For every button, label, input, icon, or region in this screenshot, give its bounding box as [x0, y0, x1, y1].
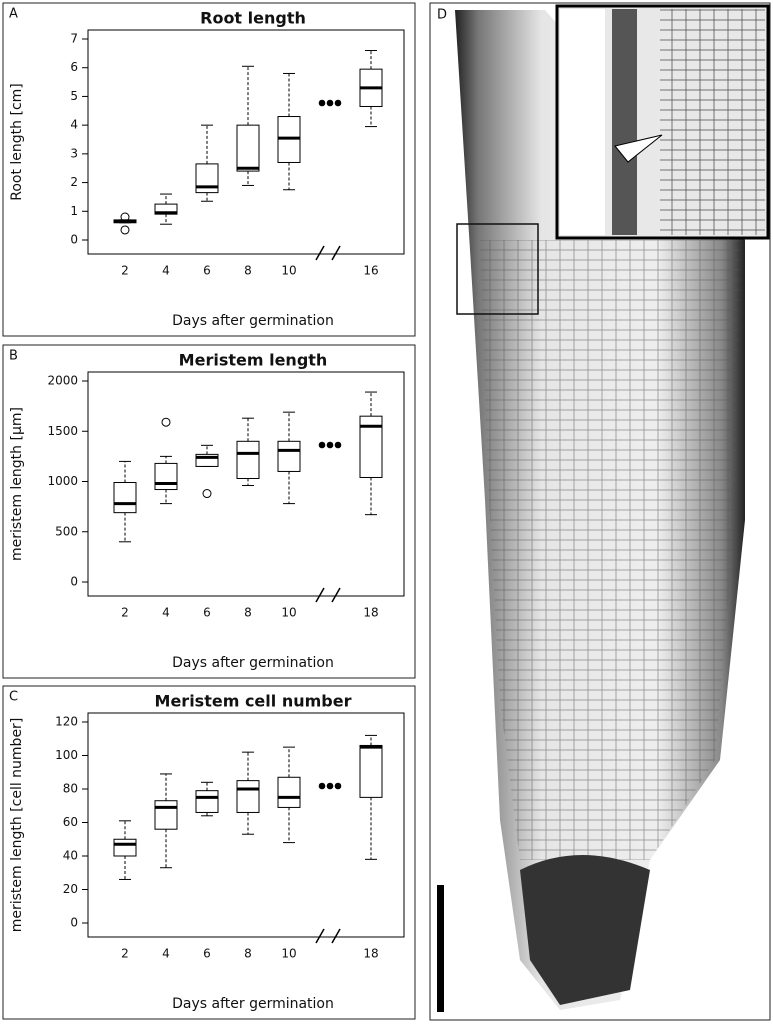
y-tick-label: 1000	[47, 474, 78, 488]
plot-frame	[87, 29, 405, 255]
box	[236, 124, 260, 172]
x-tick-label: 16	[363, 264, 378, 278]
box	[154, 462, 178, 491]
ellipsis-dot	[326, 782, 334, 790]
y-tick-label: 1	[70, 204, 78, 218]
inset-region	[612, 9, 637, 235]
plot-frame	[87, 712, 405, 938]
y-tick-label: 40	[63, 849, 78, 863]
y-axis-title: Root length [cm]	[9, 83, 25, 201]
panel-label: A	[9, 7, 18, 22]
y-tick-label: 120	[55, 715, 78, 729]
y-axis-title: meristem length [cell number]	[9, 718, 25, 933]
y-tick-label: 500	[55, 524, 78, 538]
x-tick-label: 18	[363, 947, 378, 961]
box	[236, 780, 260, 813]
x-tick-label: 6	[203, 264, 211, 278]
ellipsis-dot	[318, 441, 326, 449]
y-tick-label: 0	[70, 233, 78, 247]
inset-region	[560, 9, 605, 235]
x-tick-label: 10	[281, 947, 296, 961]
x-tick-label: 4	[162, 264, 170, 278]
axis-break	[315, 245, 325, 261]
panel-label: D	[437, 8, 447, 23]
box	[277, 776, 301, 808]
x-axis-title: Days after germination	[172, 996, 334, 1012]
y-tick-label: 7	[70, 32, 78, 46]
root-cells	[480, 240, 740, 860]
scale-bar	[437, 885, 444, 1012]
x-tick-label: 6	[203, 947, 211, 961]
axis-break	[331, 928, 341, 944]
chart-title: Root length	[200, 9, 306, 28]
y-tick-label: 80	[63, 782, 78, 796]
axis-break	[331, 245, 341, 261]
y-axis-title: meristem length [µm]	[9, 407, 25, 561]
panel-frame	[2, 685, 416, 1020]
axis-break	[315, 928, 325, 944]
y-tick-label: 4	[70, 118, 78, 132]
plot-frame	[87, 371, 405, 597]
ellipsis-dot	[334, 99, 342, 107]
box	[359, 744, 383, 798]
y-tick-label: 6	[70, 60, 78, 74]
y-tick-label: 2	[70, 175, 78, 189]
box	[359, 415, 383, 478]
axis-break	[331, 587, 341, 603]
x-tick-label: 8	[244, 264, 252, 278]
y-tick-label: 100	[55, 748, 78, 762]
x-tick-label: 18	[363, 606, 378, 620]
y-tick-label: 2000	[47, 374, 78, 388]
x-axis-title: Days after germination	[172, 313, 334, 329]
panel-frame	[2, 2, 416, 337]
arrowhead	[614, 134, 663, 163]
root-cap	[520, 855, 650, 1005]
box	[277, 440, 301, 472]
image-panel: D	[429, 2, 771, 1021]
x-tick-label: 2	[121, 606, 129, 620]
zoom-box	[456, 223, 539, 315]
ellipsis-dot	[318, 782, 326, 790]
y-tick-label: 60	[63, 815, 78, 829]
x-tick-label: 4	[162, 606, 170, 620]
chart-title: Meristem cell number	[155, 692, 352, 711]
ellipsis-dot	[318, 99, 326, 107]
y-tick-label: 5	[70, 89, 78, 103]
panel-frame	[2, 344, 416, 679]
y-tick-label: 3	[70, 146, 78, 160]
x-tick-label: 10	[281, 606, 296, 620]
ellipsis-dot	[326, 99, 334, 107]
outlier	[120, 212, 130, 222]
box	[154, 800, 178, 830]
ellipsis-dot	[326, 441, 334, 449]
box	[113, 482, 137, 514]
box	[195, 790, 219, 813]
box	[236, 440, 260, 479]
panel-label: B	[9, 349, 18, 364]
outlier	[120, 225, 130, 235]
ellipsis-dot	[334, 782, 342, 790]
outlier	[202, 489, 212, 499]
x-tick-label: 8	[244, 947, 252, 961]
ellipsis-dot	[334, 441, 342, 449]
y-tick-label: 20	[63, 882, 78, 896]
y-tick-label: 0	[70, 575, 78, 589]
x-tick-label: 6	[203, 606, 211, 620]
x-axis-title: Days after germination	[172, 655, 334, 671]
x-tick-label: 4	[162, 947, 170, 961]
panel-label: C	[9, 690, 18, 705]
x-tick-label: 2	[121, 947, 129, 961]
chart-title: Meristem length	[179, 351, 328, 370]
y-tick-label: 1500	[47, 424, 78, 438]
outlier	[161, 417, 171, 427]
y-tick-label: 0	[70, 916, 78, 930]
axis-break	[315, 587, 325, 603]
inset-cells	[660, 9, 765, 235]
x-tick-label: 10	[281, 264, 296, 278]
box	[113, 838, 137, 857]
x-tick-label: 8	[244, 606, 252, 620]
x-tick-label: 2	[121, 264, 129, 278]
